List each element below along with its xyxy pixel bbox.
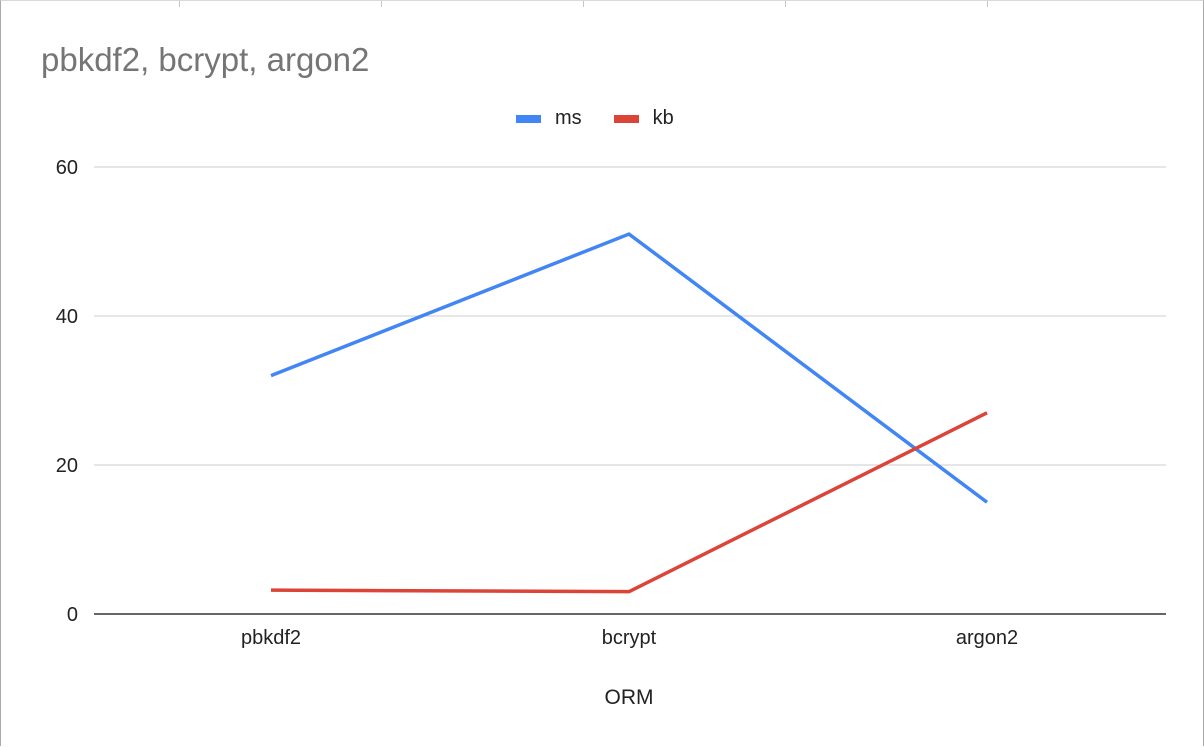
x-tick-label: argon2 — [956, 627, 1018, 649]
x-axis-title: ORM — [605, 686, 654, 709]
y-tick-label: 20 — [56, 455, 78, 477]
series-line-kb — [271, 413, 987, 592]
x-tick-label: bcrypt — [602, 627, 657, 649]
y-tick-label: 40 — [56, 306, 78, 328]
series-line-ms — [271, 234, 987, 502]
y-tick-label: 0 — [67, 604, 78, 626]
y-tick-label: 60 — [56, 157, 78, 179]
x-tick-label: pbkdf2 — [241, 627, 301, 649]
